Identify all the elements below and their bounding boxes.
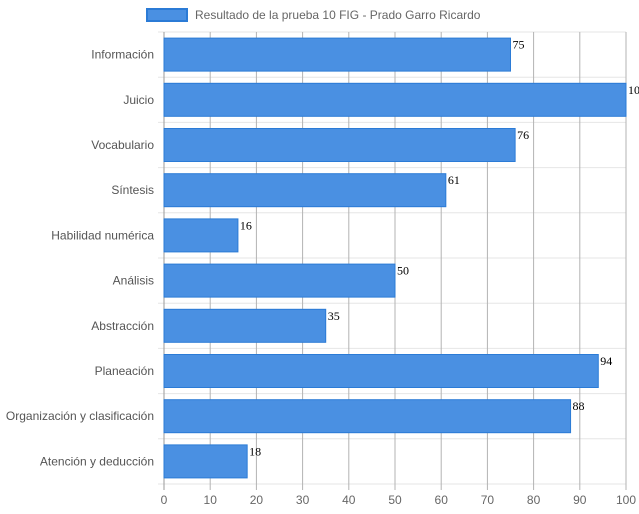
- x-tick-label: 20: [250, 493, 264, 507]
- bar[interactable]: [163, 354, 599, 388]
- category-labels: Información Juicio Vocabulario Síntesis Habi…: [6, 48, 154, 469]
- value-label: 100: [628, 83, 639, 97]
- x-axis-ticks: 0 10 20 30 40 50 60 70 80 90 100: [161, 493, 637, 507]
- x-tick-label: 10: [204, 493, 218, 507]
- category-label: Información: [91, 48, 154, 62]
- x-tick-label: 90: [573, 493, 587, 507]
- category-label: Planeación: [95, 364, 154, 378]
- bar[interactable]: [163, 173, 447, 208]
- bar[interactable]: [163, 263, 396, 298]
- bar[interactable]: [163, 399, 572, 434]
- bar[interactable]: [163, 82, 627, 117]
- value-label: 75: [513, 38, 525, 52]
- value-label: 61: [448, 173, 460, 187]
- category-label: Síntesis: [111, 183, 154, 197]
- bar[interactable]: [163, 444, 248, 479]
- category-label: Atención y deducción: [40, 454, 154, 468]
- x-tick-label: 100: [616, 493, 636, 507]
- x-tick-label: 60: [435, 493, 449, 507]
- bar[interactable]: [163, 128, 516, 162]
- x-tick-label: 80: [527, 493, 541, 507]
- value-labels: 75 100 76 61 16 50 35 94 88 18: [240, 38, 639, 459]
- legend-label: Resultado de la prueba 10 FIG - Prado Ga…: [195, 8, 481, 22]
- category-label: Habilidad numérica: [51, 228, 154, 242]
- value-label: 76: [517, 128, 529, 142]
- category-label: Vocabulario: [91, 138, 154, 152]
- value-label: 35: [328, 309, 340, 323]
- category-label: Juicio: [123, 93, 154, 107]
- bar[interactable]: [163, 218, 239, 253]
- category-label: Análisis: [113, 274, 154, 288]
- bar[interactable]: [163, 308, 327, 343]
- value-label: 94: [600, 354, 612, 368]
- legend-swatch: [146, 8, 188, 22]
- x-tick-label: 0: [161, 493, 168, 507]
- legend[interactable]: Resultado de la prueba 10 FIG - Prado Ga…: [146, 8, 481, 22]
- value-label: 50: [397, 264, 409, 278]
- bar[interactable]: [163, 37, 511, 72]
- category-label: Abstracción: [91, 319, 154, 333]
- category-label: Organización y clasificación: [6, 409, 154, 423]
- x-tick-label: 50: [388, 493, 402, 507]
- value-label: 18: [249, 444, 261, 458]
- value-label: 16: [240, 218, 252, 232]
- x-tick-label: 70: [481, 493, 495, 507]
- x-tick-label: 40: [342, 493, 356, 507]
- x-tick-label: 30: [296, 493, 310, 507]
- bars: [163, 37, 627, 479]
- value-label: 88: [573, 399, 585, 413]
